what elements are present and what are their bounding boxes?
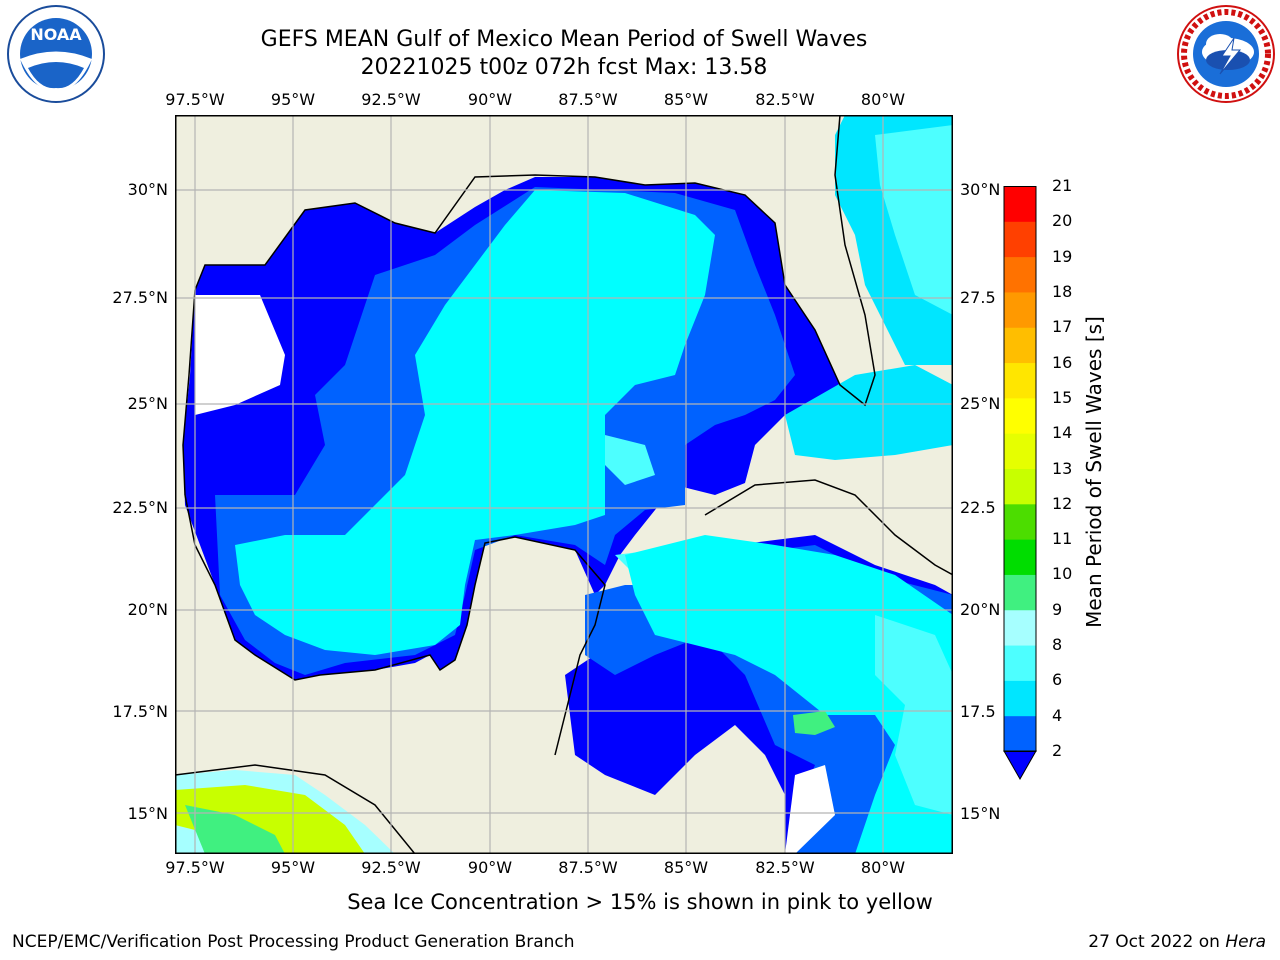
colorbar-band-20-21 [1004, 186, 1036, 222]
lat-tick-left-2: 25°N [127, 394, 168, 413]
colorbar-tick-label: 11 [1052, 529, 1073, 549]
gulf-band-6-8-a [605, 435, 655, 485]
footer-credit: NCEP/EMC/Verification Post Processing Pr… [12, 932, 575, 952]
colorbar-tick-label: 6 [1052, 670, 1063, 690]
colorbar [1000, 186, 1040, 782]
colorbar-tick-label: 12 [1052, 493, 1073, 513]
footer-date: 27 Oct 2022 on Hera [1088, 932, 1266, 952]
sea-ice-note: Sea Ice Concentration > 15% is shown in … [347, 890, 933, 914]
no-data-region-a [195, 295, 285, 415]
colorbar-band-4-6 [1004, 680, 1036, 717]
graticule [175, 115, 953, 854]
caribbean-band-4-6 [625, 535, 953, 854]
lon-tick-top-0: 97.5°W [165, 90, 225, 109]
colorbar-tick-label: 9 [1052, 599, 1063, 619]
colorbar-tick-label: 16 [1052, 352, 1073, 372]
chart-subtitle: 20221025 t00z 072h fcst Max: 13.58 [360, 55, 768, 80]
lon-tick-bottom-6: 82.5°W [755, 858, 815, 877]
lon-tick-top-2: 92.5°W [361, 90, 421, 109]
lat-tick-right-3: 22.5 [960, 498, 996, 517]
colorbar-frame [1003, 186, 1037, 752]
colorbar-tick-label: 18 [1052, 281, 1073, 301]
colorbar-band-11-12 [1004, 503, 1036, 540]
chart-title: GEFS MEAN Gulf of Mexico Mean Period of … [260, 27, 868, 52]
lat-tick-right-0: 30°N [960, 180, 1001, 199]
lon-tick-top-5: 85°W [663, 90, 709, 109]
lat-tick-left-5: 17.5°N [112, 702, 168, 721]
colorbar-band-17-18 [1004, 291, 1036, 328]
colorbar-band-19-20 [1004, 221, 1036, 258]
colorbar-tick-label: 8 [1052, 635, 1063, 655]
pacific-band-10-11 [185, 805, 285, 854]
lat-tick-right-2: 25°N [960, 394, 1001, 413]
lon-tick-bottom-7: 80°W [860, 858, 906, 877]
colorbar-label: Mean Period of Swell Waves [s] [1082, 316, 1106, 628]
map-frame [175, 115, 953, 854]
lon-tick-top-4: 87.5°W [558, 90, 618, 109]
lon-tick-top-6: 82.5°W [755, 90, 815, 109]
colorbar-tick-label: 2 [1052, 741, 1063, 760]
no-data-region-b [785, 765, 835, 854]
lon-tick-bottom-4: 87.5°W [558, 858, 618, 877]
coastline-central-america [174, 764, 416, 855]
coastline-yucatan [184, 494, 606, 756]
colorbar-tick-label: 15 [1052, 387, 1073, 407]
colorbar-band-16-17 [1004, 327, 1036, 364]
lat-tick-right-1: 27.5 [960, 288, 996, 307]
swell-period-map [174, 114, 954, 855]
lon-tick-top-7: 80°W [860, 90, 906, 109]
colorbar-tick-label: 4 [1052, 705, 1063, 725]
lon-tick-bottom-5: 85°W [663, 858, 709, 877]
lat-tick-right-6: 15°N [960, 804, 1001, 823]
colorbar-band-10-11 [1004, 539, 1036, 575]
footer-host: Hera [1225, 932, 1266, 952]
colorbar-band-12-13 [1004, 468, 1036, 505]
footer-date-text: 27 Oct 2022 on [1088, 932, 1226, 952]
colorbar-band-6-8 [1004, 645, 1036, 681]
coastline-cuba [704, 479, 954, 576]
florida-straits [785, 365, 953, 460]
noaa-logo-text: NOAA [30, 25, 82, 44]
map-panel [174, 114, 954, 855]
colorbar-tick-label: 13 [1052, 458, 1073, 478]
lat-tick-right-5: 17.5 [960, 702, 996, 721]
colorbar-tick-label: 10 [1052, 564, 1073, 584]
colorbar-tick-label: 14 [1052, 423, 1073, 443]
colorbar-band-18-19 [1004, 256, 1036, 293]
colorbar-band-14-15 [1004, 397, 1036, 434]
caribbean-band-9-10 [793, 711, 835, 735]
colorbar-tick-label: 17 [1052, 317, 1073, 337]
colorbar-band-2-4 [1004, 715, 1036, 752]
lon-tick-bottom-1: 95°W [270, 858, 316, 877]
colorbar-extend-triangle [1003, 750, 1037, 781]
colorbar-band-9-10 [1004, 574, 1036, 611]
colorbar-tick-label: 20 [1052, 211, 1073, 231]
gulf-band-4-6 [235, 190, 715, 655]
colorbar-band-13-14 [1004, 433, 1036, 469]
lon-tick-bottom-3: 90°W [467, 858, 513, 877]
caribbean-band-6-8 [875, 615, 953, 815]
lat-tick-right-4: 20°N [960, 600, 1001, 619]
lon-tick-top-3: 90°W [467, 90, 513, 109]
lon-tick-top-1: 95°W [270, 90, 316, 109]
lat-tick-left-4: 20°N [127, 600, 168, 619]
lat-tick-left-1: 27.5°N [112, 288, 168, 307]
lat-tick-left-0: 30°N [127, 180, 168, 199]
colorbar-band-15-16 [1004, 362, 1036, 399]
atlantic-band-6-8 [875, 125, 953, 315]
lon-tick-bottom-0: 97.5°W [165, 858, 225, 877]
colorbar-tick-label: 21 [1052, 176, 1073, 195]
colorbar-svg [1003, 186, 1037, 781]
lat-tick-left-3: 22.5°N [112, 498, 168, 517]
coastline-gulf [182, 114, 876, 496]
national-weather-service-logo [1176, 4, 1276, 104]
lat-tick-left-6: 15°N [127, 804, 168, 823]
colorbar-tick-label: 19 [1052, 246, 1073, 266]
noaa-logo: NOAA [6, 4, 106, 104]
colorbar-band-8-9 [1004, 609, 1036, 646]
lon-tick-bottom-2: 92.5°W [361, 858, 421, 877]
